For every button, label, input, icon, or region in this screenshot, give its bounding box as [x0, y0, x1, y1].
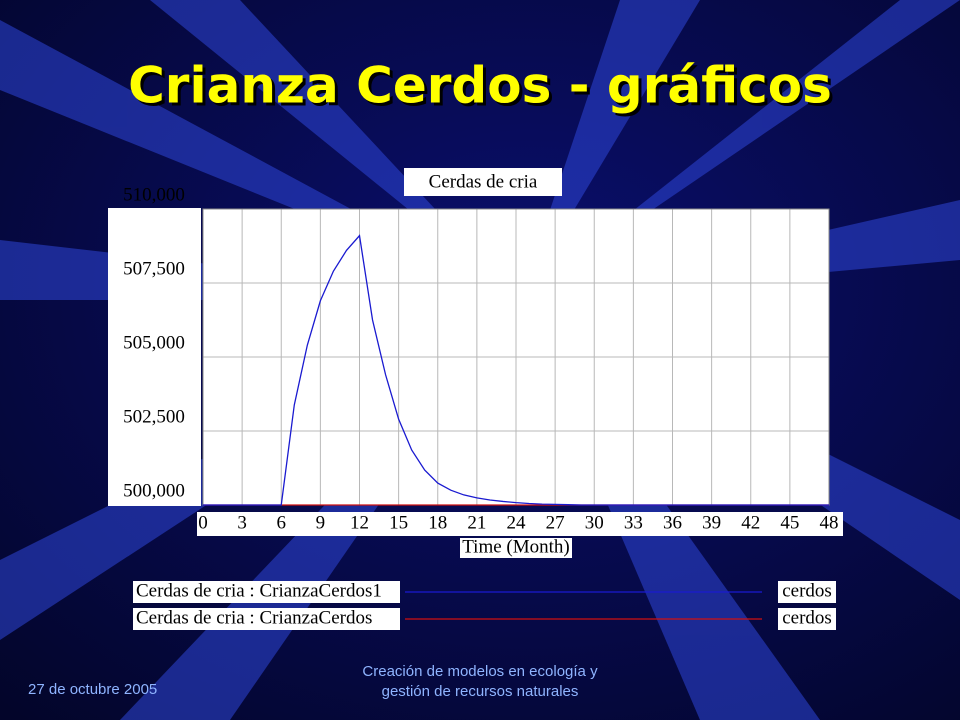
legend-label: Cerdas de cria : CrianzaCerdos1	[136, 580, 382, 601]
x-tick-label: 30	[585, 512, 604, 533]
x-axis-title: Time (Month)	[462, 536, 570, 557]
x-tick-label: 21	[467, 512, 486, 533]
x-tick-label: 27	[546, 512, 565, 533]
x-tick-label: 6	[277, 512, 287, 533]
slide-title: Crianza Cerdos - gráficos	[128, 57, 832, 115]
x-tick-label: 36	[663, 512, 682, 533]
x-tick-label: 39	[702, 512, 721, 533]
y-tick-label: 500,000	[123, 480, 185, 501]
footer-date: 27 de octubre 2005	[28, 681, 157, 698]
x-tick-label: 33	[624, 512, 643, 533]
y-tick-label: 510,000	[123, 184, 185, 205]
legend-unit: cerdos	[782, 607, 832, 628]
x-tick-label: 24	[507, 512, 527, 533]
x-tick-label: 12	[350, 512, 369, 533]
x-tick-label: 9	[316, 512, 326, 533]
legend-box	[133, 608, 400, 630]
footer-text: gestión de recursos naturales	[382, 683, 579, 700]
x-tick-label: 18	[428, 512, 447, 533]
chart-title-box	[404, 168, 562, 196]
y-tick-label: 502,500	[123, 406, 185, 427]
chart-title: Cerdas de cria	[429, 171, 538, 192]
x-tick-label: 3	[237, 512, 247, 533]
x-tick-label: 0	[198, 512, 208, 533]
y-tick-label: 507,500	[123, 258, 185, 279]
legend-unit: cerdos	[782, 580, 832, 601]
title-shadow: Crianza Cerdos - gráficos	[131, 60, 835, 118]
legend-unit-box	[778, 581, 836, 603]
x-tick-label: 48	[820, 512, 839, 533]
x-tick-label: 45	[780, 512, 799, 533]
x-tick-label: 42	[741, 512, 760, 533]
legend-box	[133, 581, 400, 603]
legend-label: Cerdas de cria : CrianzaCerdos	[136, 607, 372, 628]
x-title-box	[460, 538, 572, 558]
y-label-box	[108, 208, 201, 506]
footer-text: Creación de modelos en ecología y	[362, 663, 598, 680]
x-label-box	[197, 512, 843, 536]
x-tick-label: 15	[389, 512, 408, 533]
series-line	[203, 234, 829, 506]
legend-unit-box	[778, 608, 836, 630]
y-tick-label: 505,000	[123, 332, 185, 353]
